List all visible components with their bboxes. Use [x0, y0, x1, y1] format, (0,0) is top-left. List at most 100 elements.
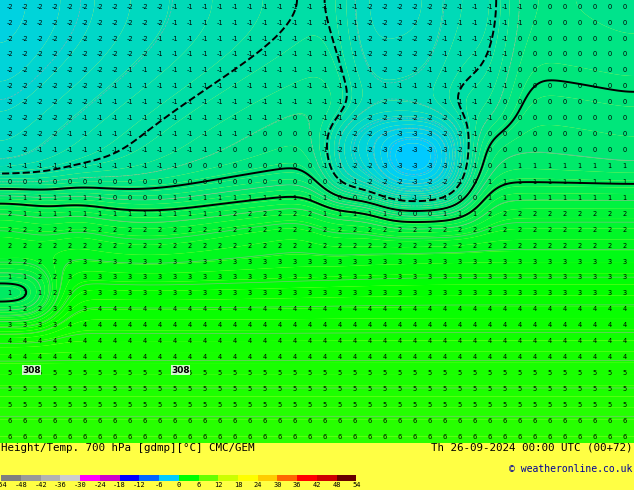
Text: 4: 4 [623, 322, 626, 328]
Text: -1: -1 [471, 68, 478, 74]
Text: -1: -1 [351, 68, 358, 74]
Text: 6: 6 [197, 483, 200, 489]
Text: -48: -48 [15, 483, 27, 489]
Text: 2: 2 [37, 227, 42, 233]
Text: 0: 0 [262, 131, 267, 137]
Text: 2: 2 [488, 227, 491, 233]
Text: 5: 5 [53, 370, 56, 376]
Text: 3: 3 [292, 274, 297, 280]
Text: -1: -1 [456, 51, 463, 57]
Text: -2: -2 [96, 68, 103, 74]
Text: -1: -1 [111, 131, 118, 137]
Text: 3: 3 [98, 291, 101, 296]
Text: -2: -2 [141, 20, 148, 25]
Text: 3: 3 [217, 259, 221, 265]
Text: 2: 2 [188, 227, 191, 233]
Text: 0: 0 [623, 83, 626, 89]
Text: 6: 6 [188, 434, 191, 440]
Text: -1: -1 [171, 163, 178, 169]
Text: -1: -1 [171, 3, 178, 10]
Text: -1: -1 [171, 20, 178, 25]
Text: 0: 0 [547, 147, 552, 153]
Text: Th 26-09-2024 00:00 UTC (00+72): Th 26-09-2024 00:00 UTC (00+72) [431, 443, 633, 453]
Text: 5: 5 [157, 386, 162, 392]
Text: -2: -2 [411, 51, 418, 57]
Text: -2: -2 [21, 3, 28, 10]
Text: 4: 4 [157, 338, 162, 344]
Text: 0: 0 [547, 131, 552, 137]
Text: 4: 4 [607, 306, 612, 312]
Text: 1: 1 [623, 163, 626, 169]
Text: -1: -1 [456, 3, 463, 10]
Text: 6: 6 [517, 434, 522, 440]
Text: -1: -1 [456, 115, 463, 121]
Text: 3: 3 [533, 274, 536, 280]
Text: 1: 1 [562, 195, 567, 201]
Text: -1: -1 [126, 68, 133, 74]
Text: -1: -1 [501, 3, 508, 10]
Text: 4: 4 [233, 338, 236, 344]
Text: 0: 0 [247, 179, 252, 185]
Text: 0: 0 [177, 483, 181, 489]
Text: 0: 0 [172, 179, 177, 185]
Text: 3: 3 [398, 274, 401, 280]
Text: 4: 4 [578, 306, 581, 312]
Text: 0: 0 [547, 99, 552, 105]
Text: -1: -1 [216, 83, 223, 89]
Text: 3: 3 [337, 291, 342, 296]
Text: -1: -1 [456, 83, 463, 89]
Text: 36: 36 [293, 483, 301, 489]
Text: -2: -2 [96, 20, 103, 25]
Text: 4: 4 [233, 306, 236, 312]
Text: 4: 4 [562, 322, 567, 328]
Text: -1: -1 [426, 99, 433, 105]
Text: -2: -2 [381, 3, 388, 10]
Text: -1: -1 [486, 115, 493, 121]
Text: 6: 6 [592, 434, 597, 440]
Text: -2: -2 [441, 131, 448, 137]
Text: -2: -2 [36, 3, 43, 10]
Text: 6: 6 [457, 434, 462, 440]
Text: -2: -2 [81, 68, 88, 74]
Text: 2: 2 [623, 243, 626, 248]
Text: 0: 0 [337, 195, 342, 201]
Text: 3: 3 [67, 274, 72, 280]
Text: 2: 2 [592, 243, 597, 248]
Text: -1: -1 [141, 131, 148, 137]
Text: -1: -1 [216, 147, 223, 153]
Text: 5: 5 [502, 370, 507, 376]
Text: 3: 3 [427, 274, 432, 280]
Text: 5: 5 [502, 402, 507, 408]
Text: 1: 1 [562, 179, 567, 185]
Text: 0: 0 [292, 115, 297, 121]
Text: 5: 5 [292, 370, 297, 376]
Bar [337, 475, 356, 482]
Text: -2: -2 [396, 3, 403, 10]
Text: 2: 2 [382, 227, 387, 233]
Text: 1: 1 [307, 195, 311, 201]
Text: -1: -1 [291, 3, 298, 10]
Text: 2: 2 [8, 211, 11, 217]
Text: 4: 4 [188, 338, 191, 344]
Text: 4: 4 [157, 354, 162, 360]
Text: 6: 6 [472, 434, 477, 440]
Text: 3: 3 [353, 259, 356, 265]
Text: 3: 3 [82, 291, 87, 296]
Text: -2: -2 [81, 51, 88, 57]
Text: 0: 0 [292, 131, 297, 137]
Text: 2: 2 [127, 227, 132, 233]
Text: -1: -1 [306, 20, 313, 25]
Text: -1: -1 [141, 115, 148, 121]
Text: 5: 5 [82, 402, 87, 408]
Text: -1: -1 [336, 163, 343, 169]
Text: 5: 5 [22, 402, 27, 408]
Text: 1: 1 [53, 195, 56, 201]
Text: -1: -1 [216, 3, 223, 10]
Text: 3: 3 [247, 259, 252, 265]
Text: 5: 5 [262, 402, 267, 408]
Text: 0: 0 [262, 179, 267, 185]
Text: 3: 3 [53, 306, 56, 312]
Text: -1: -1 [426, 195, 433, 201]
Text: 4: 4 [278, 322, 281, 328]
Text: -3: -3 [381, 147, 388, 153]
